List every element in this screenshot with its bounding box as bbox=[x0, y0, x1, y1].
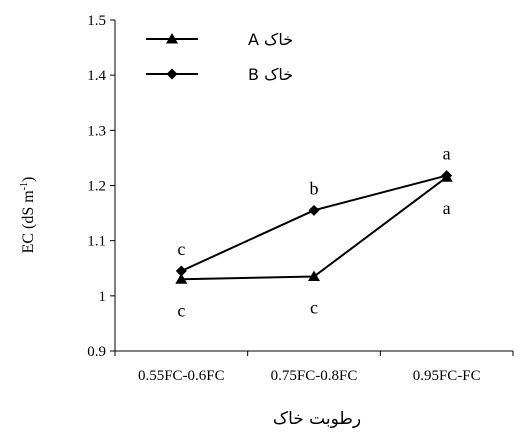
y-tick-label: 1 bbox=[99, 289, 107, 305]
y-axis-title-sup: -1 bbox=[19, 182, 30, 190]
legend-label-2: خاک B bbox=[248, 65, 293, 84]
legend: خاک A خاک B bbox=[146, 30, 293, 84]
y-tick-label: 1.2 bbox=[87, 179, 106, 195]
significance-letter: c bbox=[177, 239, 185, 259]
y-axis-title-main: EC (dS m bbox=[20, 190, 37, 254]
x-tick-label: 0.55FC-0.6FC bbox=[138, 368, 225, 384]
y-tick-label: 1.3 bbox=[87, 123, 106, 139]
y-tick-label: 1.4 bbox=[87, 68, 106, 84]
y-ticks: 0.9 1 1.1 1.2 1.3 1.4 1.5 bbox=[87, 13, 115, 360]
y-tick-label: 1.5 bbox=[87, 13, 106, 29]
x-axis-title: رطوبت خاک bbox=[273, 409, 361, 429]
x-tick-label: 0.95FC-FC bbox=[413, 368, 481, 384]
x-ticks: 0.55FC-0.6FC 0.75FC-0.8FC 0.95FC-FC bbox=[114, 351, 514, 384]
legend-marker-2 bbox=[166, 68, 178, 80]
y-tick-label: 0.9 bbox=[87, 344, 106, 360]
series-2-point bbox=[441, 170, 453, 182]
x-tick-label: 0.75FC-0.8FC bbox=[271, 368, 358, 384]
significance-letter: c bbox=[177, 300, 185, 320]
y-axis-title-close: ) bbox=[20, 177, 37, 182]
series-markers bbox=[175, 170, 453, 284]
series-2-point bbox=[175, 265, 187, 277]
series-2-point bbox=[308, 204, 320, 216]
series-1-point bbox=[175, 273, 188, 284]
y-tick-label: 1.1 bbox=[87, 234, 106, 250]
significance-letter: a bbox=[443, 198, 451, 218]
significance-letters: c c a c b a bbox=[177, 144, 450, 321]
y-axis-title: EC (dS m-1) bbox=[19, 177, 37, 254]
significance-letter: a bbox=[443, 144, 451, 164]
legend-marker-1 bbox=[166, 33, 178, 44]
significance-letter: c bbox=[310, 298, 318, 318]
significance-letter: b bbox=[310, 178, 319, 198]
series-1-point bbox=[308, 270, 320, 282]
legend-label-1: خاک A bbox=[248, 30, 293, 49]
